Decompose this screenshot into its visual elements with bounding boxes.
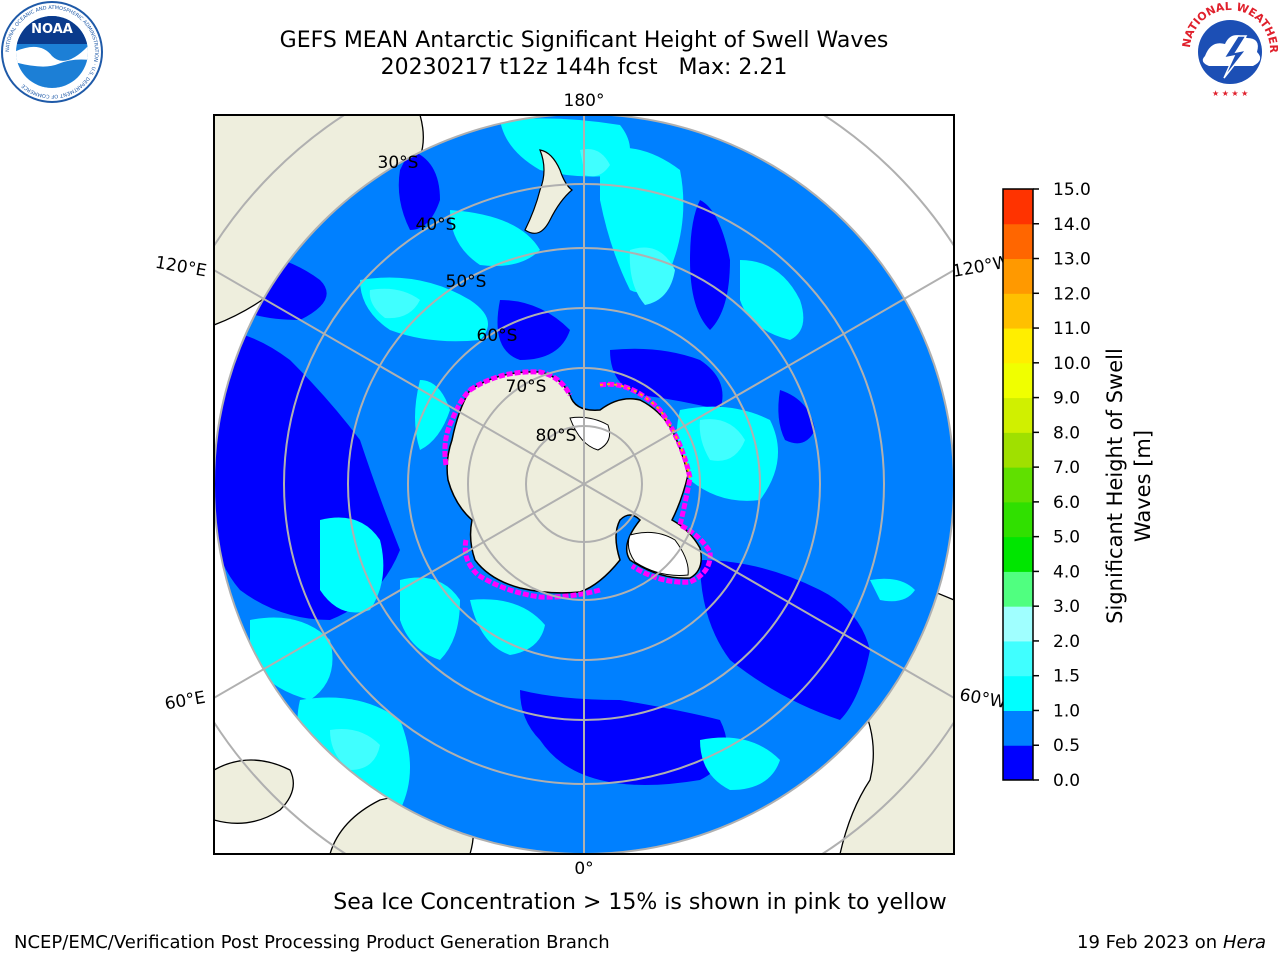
colorbar-tick-label: 11.0 xyxy=(1053,319,1091,339)
colorbar-segment xyxy=(1003,293,1033,329)
lon-label-bottom: 0° xyxy=(574,859,593,879)
colorbar-segment xyxy=(1003,710,1033,746)
colorbar-tick-label: 5.0 xyxy=(1053,528,1080,548)
sea-ice-edge xyxy=(442,369,713,600)
nws-ring-text: NATIONAL WEATHER SERVICE xyxy=(0,0,1280,54)
credit-text: NCEP/EMC/Verification Post Processing Pr… xyxy=(14,932,610,953)
noaa-logo-icon: NOAA NATIONAL OCEANIC AND ATMOSPHERIC AD… xyxy=(1,1,103,103)
colorbar-segment xyxy=(1003,223,1033,260)
lon-label-lower-left: 60°E xyxy=(163,688,207,715)
colorbar-segment xyxy=(1003,640,1033,677)
colorbar-tick-label: 10.0 xyxy=(1053,354,1091,374)
colorbar-tick-label: 0.5 xyxy=(1053,736,1080,756)
colorbar-segment xyxy=(1003,397,1033,433)
colorbar-segment xyxy=(1003,258,1033,294)
lon-label-top: 180° xyxy=(564,91,605,111)
colorbar-segment xyxy=(1003,675,1033,711)
colorbar-tick-label: 15.0 xyxy=(1053,180,1091,200)
colorbar-segment xyxy=(1003,328,1033,364)
map-frame xyxy=(213,114,955,855)
colorbar-tick-label: 13.0 xyxy=(1053,250,1091,270)
colorbar-label-line1: Significant Height of Swell xyxy=(1103,348,1127,624)
weddell-ice-shelf xyxy=(627,531,689,576)
colorbar-tick-label: 1.5 xyxy=(1053,667,1080,687)
colorbar-frame xyxy=(1002,188,1034,781)
colorbar-tick-label: 4.0 xyxy=(1053,562,1080,582)
colorbar-tick-label: 6.0 xyxy=(1053,493,1080,513)
svg-text:NATIONAL WEATHER SERVICE: NATIONAL WEATHER SERVICE xyxy=(0,0,1280,54)
colorbar-segment xyxy=(1003,189,1033,225)
date-stamp: 19 Feb 2023 on Hera xyxy=(1077,932,1266,953)
noaa-logo-text: NOAA xyxy=(31,22,73,37)
colorbar: 0.0 0.5 1.0 1.5 2.0 3.0 4.0 5.0 6.0 7.0 8.0 9.0 10.0… xyxy=(1002,180,1091,791)
date-text: 19 Feb 2023 on xyxy=(1077,932,1218,953)
colorbar-segment xyxy=(1003,467,1033,503)
colorbar-segment xyxy=(1003,362,1033,399)
new-zealand xyxy=(524,149,573,234)
colorbar-tick-label: 12.0 xyxy=(1053,284,1091,304)
lat-label-30s: 30°S xyxy=(378,153,419,173)
svg-text:★ ★ ★ ★: ★ ★ ★ ★ xyxy=(1212,89,1248,98)
lon-label-upper-left: 120°E xyxy=(154,253,208,282)
chart-title-line1: GEFS MEAN Antarctic Significant Height o… xyxy=(279,28,889,53)
colorbar-segment xyxy=(1003,745,1033,781)
colorbar-tick-label: 1.0 xyxy=(1053,701,1080,721)
colorbar-segment xyxy=(1003,501,1033,538)
colorbar-segment xyxy=(1003,606,1033,642)
lat-label-70s: 70°S xyxy=(506,377,547,397)
swell-high-regions xyxy=(330,149,745,770)
chart-title-line2: 20230217 t12z 144h fcst Max: 2.21 xyxy=(380,55,788,80)
lat-label-50s: 50°S xyxy=(446,272,487,292)
colorbar-segment xyxy=(1003,536,1033,572)
colorbar-segment xyxy=(1003,432,1033,468)
colorbar-tick-label: 2.0 xyxy=(1053,632,1080,652)
lat-label-80s: 80°S xyxy=(536,426,577,446)
nws-logo-icon: NATIONAL WEATHER SERVICE ★ ★ ★ ★ xyxy=(0,0,1280,98)
colorbar-tick-label: 14.0 xyxy=(1053,215,1091,235)
colorbar-tick-label: 7.0 xyxy=(1053,458,1080,478)
lat-label-60s: 60°S xyxy=(477,326,518,346)
colorbar-tick-label: 3.0 xyxy=(1053,597,1080,617)
colorbar-tick-label: 0.0 xyxy=(1053,771,1080,791)
colorbar-segment xyxy=(1003,571,1033,607)
sea-ice-note: Sea Ice Concentration > 15% is shown in … xyxy=(333,890,947,915)
colorbar-label-line2: Waves [m] xyxy=(1131,430,1155,542)
lon-label-lower-right: 60°W xyxy=(958,685,1008,713)
host-text: Hera xyxy=(1222,932,1266,953)
lat-label-40s: 40°S xyxy=(416,215,457,235)
colorbar-tick-label: 9.0 xyxy=(1053,389,1080,409)
graticule xyxy=(214,115,954,854)
colorbar-tick-label: 8.0 xyxy=(1053,423,1080,443)
